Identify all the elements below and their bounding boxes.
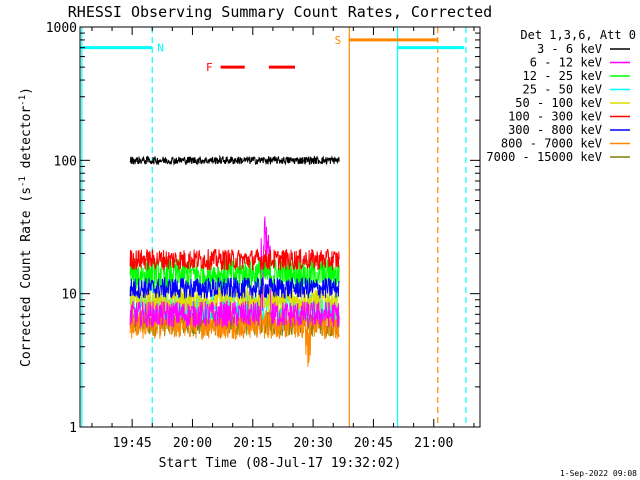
plot-frame [79,26,481,428]
legend-label-4: 50 - 100 keV [515,96,602,110]
flag-label-4: S [335,34,342,47]
legend-label-5: 100 - 300 keV [508,110,602,124]
series-layer [129,154,340,367]
series-line-7 [129,305,340,367]
legend-label-2: 12 - 25 keV [523,69,602,83]
legend-label-1: 6 - 12 keV [530,56,602,70]
y-axis-label-mid: detector [19,106,34,177]
y-axis-label-sup2: -1 [18,95,28,106]
flag-label-0: N [157,42,164,55]
series-line-2 [129,258,340,291]
series-line-6 [129,276,340,300]
plot-area: N F S 19:45 20:00 20:15 20:30 20:45 21:00 1 10 100… [46,21,481,451]
axis-ticks: 19:45 20:00 20:15 20:30 20:45 21:00 1 10 100 1000 [46,21,480,451]
chart-title: RHESSI Observing Summary Count Rates, Co… [68,3,492,21]
series-line-5 [129,248,340,271]
x-tick-label: 20:45 [354,436,393,451]
x-axis-label: Start Time (08-Jul-17 19:32:02) [159,456,402,471]
legend-label-3: 25 - 50 keV [523,83,602,97]
x-tick-label: 21:00 [414,436,453,451]
flag-layer: N F S [80,27,467,427]
render-timestamp: 1-Sep-2022 09:08 [560,469,637,478]
y-axis-label: Corrected Count Rate (s-1 detector-1) [18,87,34,367]
legend-label-8: 7000 - 15000 keV [486,150,602,164]
y-tick-label: 1 [69,421,77,436]
x-tick-label: 20:15 [233,436,272,451]
legend-label-7: 800 - 7000 keV [501,137,602,151]
y-tick-label: 10 [61,288,77,303]
y-tick-label: 1000 [46,21,77,36]
y-axis-label-main: Corrected Count Rate (s [19,187,34,367]
flag-label-2: F [206,61,213,74]
legend-title: Det 1,3,6, Att 0 [520,28,636,42]
y-axis-label-end: ) [19,87,34,95]
x-tick-label: 19:45 [113,436,152,451]
series-line-0 [129,154,340,166]
x-tick-label: 20:30 [294,436,333,451]
x-tick-label: 20:00 [173,436,212,451]
y-tick-label: 100 [54,154,77,169]
series-line-1 [129,216,340,328]
legend-label-6: 300 - 800 keV [508,123,602,137]
legend-label-0: 3 - 6 keV [537,42,602,56]
y-axis-label-sup: -1 [18,176,28,187]
